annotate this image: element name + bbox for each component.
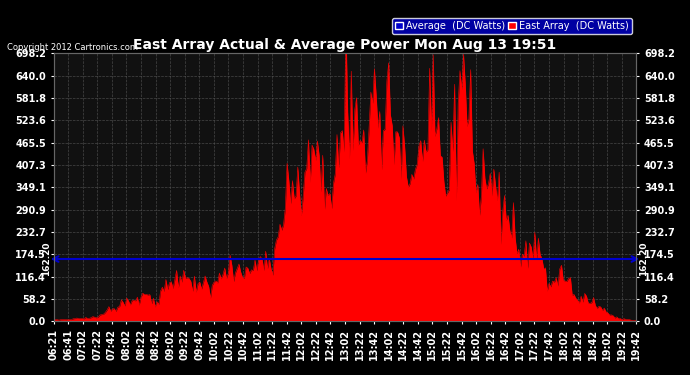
Title: East Array Actual & Average Power Mon Aug 13 19:51: East Array Actual & Average Power Mon Au… xyxy=(133,38,557,52)
Legend: Average  (DC Watts), East Array  (DC Watts): Average (DC Watts), East Array (DC Watts… xyxy=(393,18,631,34)
Text: 162.20: 162.20 xyxy=(42,242,51,276)
Text: 162.20: 162.20 xyxy=(639,242,648,276)
Text: Copyright 2012 Cartronics.com: Copyright 2012 Cartronics.com xyxy=(7,43,138,52)
